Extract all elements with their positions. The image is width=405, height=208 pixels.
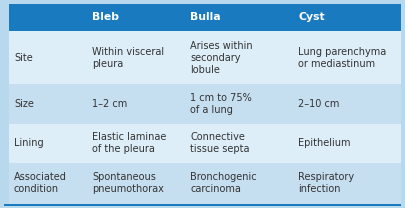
Bar xyxy=(185,163,293,204)
Bar xyxy=(185,4,293,31)
Bar xyxy=(293,4,401,31)
Text: Arises within
secondary
lobule: Arises within secondary lobule xyxy=(190,41,253,75)
Text: Size: Size xyxy=(14,99,34,109)
Bar xyxy=(9,31,87,84)
Text: Bleb: Bleb xyxy=(92,12,119,22)
Bar xyxy=(293,163,401,204)
Text: Lining: Lining xyxy=(14,138,43,148)
Bar xyxy=(9,4,87,31)
Text: Respiratory
infection: Respiratory infection xyxy=(298,172,354,194)
Text: Epithelium: Epithelium xyxy=(298,138,351,148)
Bar xyxy=(87,163,185,204)
Bar xyxy=(9,84,87,124)
Bar xyxy=(293,31,401,84)
Text: Bronchogenic
carcinoma: Bronchogenic carcinoma xyxy=(190,172,257,194)
Bar xyxy=(4,204,401,206)
Text: 2–10 cm: 2–10 cm xyxy=(298,99,339,109)
Bar xyxy=(87,31,185,84)
Bar xyxy=(293,124,401,163)
Bar xyxy=(9,124,87,163)
Text: Associated
condition: Associated condition xyxy=(14,172,67,194)
Bar xyxy=(185,124,293,163)
Text: Cyst: Cyst xyxy=(298,12,325,22)
Bar xyxy=(185,31,293,84)
Text: Connective
tissue septa: Connective tissue septa xyxy=(190,132,250,154)
Bar xyxy=(87,84,185,124)
Bar xyxy=(87,124,185,163)
Text: Site: Site xyxy=(14,53,33,63)
Text: 1 cm to 75%
of a lung: 1 cm to 75% of a lung xyxy=(190,93,252,115)
Text: 1–2 cm: 1–2 cm xyxy=(92,99,128,109)
Text: Bulla: Bulla xyxy=(190,12,221,22)
Bar xyxy=(185,84,293,124)
Text: Within visceral
pleura: Within visceral pleura xyxy=(92,47,164,69)
Text: Elastic laminae
of the pleura: Elastic laminae of the pleura xyxy=(92,132,167,154)
Bar xyxy=(293,84,401,124)
Text: Lung parenchyma
or mediastinum: Lung parenchyma or mediastinum xyxy=(298,47,386,69)
Bar xyxy=(87,4,185,31)
Text: Spontaneous
pneumothorax: Spontaneous pneumothorax xyxy=(92,172,164,194)
Bar xyxy=(9,163,87,204)
